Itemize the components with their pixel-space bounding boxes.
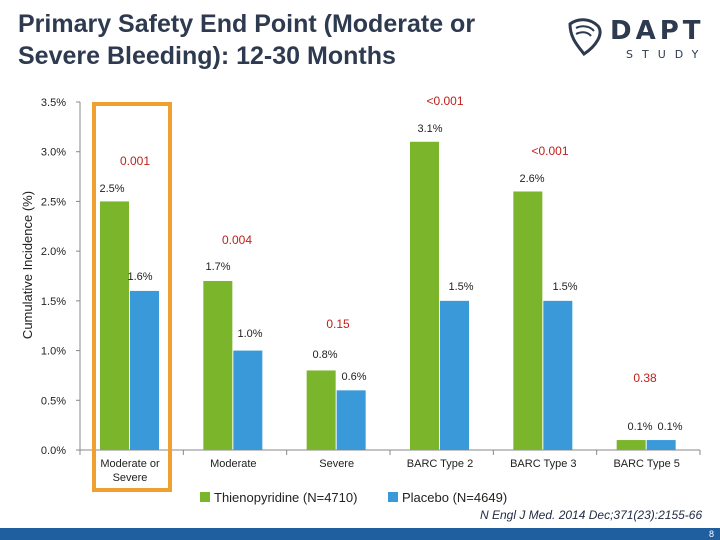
data-label-thienopyridine: 0.1% <box>627 421 652 433</box>
dapt-study-logo: DAPT STUDY <box>560 14 710 64</box>
page-number: 8 <box>708 529 714 539</box>
citation: N Engl J Med. 2014 Dec;371(23):2155-66 <box>480 508 703 522</box>
y-tick-label: 0.5% <box>41 395 66 407</box>
p-value-label: 0.004 <box>222 233 252 247</box>
p-value-label: 0.001 <box>120 154 150 168</box>
data-label-placebo: 1.5% <box>448 281 473 293</box>
legend-swatch-placebo <box>388 492 398 502</box>
bar-thienopyridine <box>203 280 233 450</box>
p-value-label: 0.38 <box>633 371 657 385</box>
data-label-placebo: 0.1% <box>657 421 682 433</box>
x-category-label: Severe <box>319 458 354 470</box>
data-label-placebo: 1.6% <box>127 271 152 283</box>
x-category-label: BARC Type 5 <box>613 458 679 470</box>
p-value-label: <0.001 <box>426 94 463 108</box>
y-tick-label: 1.5% <box>41 296 66 308</box>
p-value-label: <0.001 <box>531 144 568 158</box>
bar-placebo <box>233 350 263 450</box>
data-label-thienopyridine: 0.8% <box>312 349 337 361</box>
data-label-thienopyridine: 3.1% <box>417 123 442 135</box>
legend-label-thienopyridine: Thienopyridine (N=4710) <box>214 490 357 505</box>
y-tick-label: 3.0% <box>41 147 66 159</box>
logo-subtext: STUDY <box>626 48 708 61</box>
bar-thienopyridine <box>410 141 439 450</box>
y-tick-label: 0.0% <box>41 445 66 457</box>
bar-placebo <box>440 300 469 450</box>
data-label-placebo: 1.5% <box>552 281 577 293</box>
p-value-label: 0.15 <box>326 317 350 331</box>
data-label-thienopyridine: 1.7% <box>205 261 230 273</box>
data-label-thienopyridine: 2.6% <box>519 173 544 185</box>
highlight-box <box>92 102 172 492</box>
legend-swatch-thienopyridine <box>200 492 210 502</box>
x-category-label: Moderate <box>210 458 256 470</box>
legend-label-placebo: Placebo (N=4649) <box>402 490 507 505</box>
y-axis-label: Cumulative Incidence (%) <box>20 191 35 339</box>
bar-placebo <box>336 390 366 450</box>
x-category-label: BARC Type 2 <box>407 458 473 470</box>
data-label-placebo: 1.0% <box>237 328 262 340</box>
logo-word: DAPT <box>610 16 705 46</box>
bar-thienopyridine <box>100 201 129 450</box>
bar-thienopyridine <box>306 370 336 450</box>
bar-thienopyridine <box>513 191 543 450</box>
x-category-label: BARC Type 3 <box>510 458 576 470</box>
bar-placebo <box>130 290 159 450</box>
x-category-label: Moderate or <box>100 458 160 470</box>
bar-thienopyridine <box>616 440 646 450</box>
y-tick-label: 2.5% <box>41 196 66 208</box>
x-category-label: Severe <box>113 472 148 484</box>
slide-title: Primary Safety End Point (Moderate or Se… <box>18 10 476 70</box>
data-label-thienopyridine: 2.5% <box>99 183 124 195</box>
bar-placebo <box>543 300 573 450</box>
data-label-placebo: 0.6% <box>341 371 366 383</box>
y-tick-label: 2.0% <box>41 246 66 258</box>
bar-placebo <box>646 440 676 450</box>
y-tick-label: 3.5% <box>41 97 66 109</box>
footer-bar <box>0 528 720 540</box>
y-tick-label: 1.0% <box>41 346 66 358</box>
heart-logo-icon <box>568 18 602 57</box>
